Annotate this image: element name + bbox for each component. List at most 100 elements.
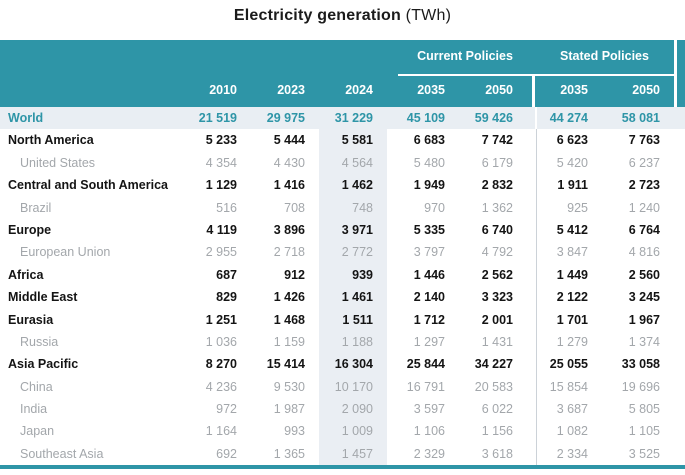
value-cell: 925 — [567, 200, 588, 215]
value-cell: 15 414 — [266, 357, 305, 372]
value-cell: 3 245 — [628, 290, 660, 305]
value-cell: 4 119 — [206, 222, 237, 237]
value-cell: 1 188 — [319, 330, 387, 354]
value-cell: 912 — [284, 267, 305, 282]
value-cell: 1 279 — [556, 334, 588, 349]
table-row: Eurasia 1 251 1 468 1 511 1 712 2 001 1 701 1 9… — [0, 308, 685, 331]
group-separator — [527, 420, 537, 443]
value-cell: 1 036 — [205, 334, 237, 349]
value-cell: 1 251 — [205, 312, 237, 327]
value-cell: 3 896 — [273, 222, 305, 237]
value-cell: 1 457 — [319, 442, 387, 466]
value-cell: 9 530 — [273, 379, 305, 394]
group-separator — [527, 286, 537, 309]
value-cell: 31 229 — [334, 111, 373, 125]
value-cell: 1 129 — [205, 178, 237, 193]
value-cell: 7 763 — [628, 133, 660, 148]
table-row: European Union 2 955 2 718 2 772 3 797 4 792 3… — [0, 241, 685, 264]
value-cell: 34 227 — [474, 357, 513, 372]
value-cell: 2 090 — [319, 398, 387, 421]
value-cell: 1 701 — [556, 312, 588, 327]
group-separator — [527, 107, 537, 130]
value-cell: 6 764 — [628, 222, 660, 237]
trailing-cell — [674, 353, 685, 375]
table-row: Central and South America 1 129 1 416 1 462… — [0, 174, 685, 197]
value-cell: 972 — [216, 402, 237, 417]
table-row: India 972 1 987 2 090 3 597 6 022 3 687 5 805 — [0, 398, 685, 421]
value-cell: 1 082 — [556, 424, 588, 439]
value-cell: 16 791 — [406, 379, 445, 394]
value-cell: 1 362 — [481, 200, 513, 215]
group-underline-current-policies — [398, 74, 532, 76]
trailing-cell — [674, 219, 685, 241]
row-label: Southeast Asia — [20, 446, 104, 461]
table-row: United States 4 354 4 430 4 564 5 480 6 179 5 … — [0, 151, 685, 175]
group-separator — [527, 398, 537, 421]
year-header-row: 2010 2023 2024 2035 2050 2035 2050 — [0, 77, 685, 107]
value-cell: 1 106 — [413, 424, 445, 439]
row-label: Japan — [20, 424, 55, 439]
value-cell: 748 — [319, 196, 387, 219]
value-cell: 2 718 — [273, 245, 305, 260]
group-underline-stated-policies — [535, 74, 674, 76]
value-cell: 829 — [216, 290, 237, 305]
value-cell: 1 462 — [319, 174, 387, 197]
value-cell: 6 237 — [628, 155, 660, 170]
group-separator — [527, 330, 537, 354]
group-separator — [527, 241, 537, 264]
value-cell: 1 374 — [628, 334, 660, 349]
value-cell: 2 560 — [628, 267, 660, 282]
value-cell: 5 805 — [628, 402, 660, 417]
value-cell: 3 971 — [319, 218, 387, 242]
value-cell: 687 — [216, 267, 237, 282]
value-cell: 45 109 — [406, 111, 445, 125]
value-cell: 5 233 — [205, 133, 237, 148]
table-body: World 21 519 29 975 31 229 45 109 59 426 44 27… — [0, 107, 685, 466]
group-separator — [527, 375, 537, 399]
trailing-cell — [674, 264, 685, 286]
value-cell: 1 967 — [628, 312, 660, 327]
value-cell: 4 430 — [273, 155, 305, 170]
group-separator — [527, 196, 537, 219]
group-header-current-policies: Current Policies — [417, 49, 513, 63]
table-row: Japan 1 164 993 1 009 1 106 1 156 1 082 1 105 — [0, 420, 685, 443]
group-separator — [527, 263, 537, 287]
value-cell: 2 772 — [319, 241, 387, 264]
value-cell: 939 — [319, 263, 387, 287]
row-label: Europe — [8, 222, 52, 237]
value-cell: 4 792 — [481, 245, 513, 260]
value-cell: 2 122 — [556, 290, 588, 305]
group-separator — [527, 218, 537, 242]
table-row: Asia Pacific 8 270 15 414 16 304 25 844 34 22… — [0, 353, 685, 376]
value-cell: 6 022 — [481, 402, 513, 417]
value-cell: 1 240 — [628, 200, 660, 215]
value-cell: 3 797 — [413, 245, 445, 260]
value-cell: 44 274 — [549, 111, 588, 125]
value-cell: 16 304 — [319, 353, 387, 376]
table-header: Current Policies Stated Policies 2010 20… — [0, 40, 685, 107]
row-label: Central and South America — [8, 178, 168, 193]
table-row: North America 5 233 5 444 5 581 6 683 7 742 6 … — [0, 129, 685, 152]
table-row: Middle East 829 1 426 1 461 2 140 3 323 2 122 3… — [0, 286, 685, 309]
col-header-2035-current: 2035 — [417, 83, 445, 97]
value-cell: 25 844 — [406, 357, 445, 372]
group-separator — [527, 353, 537, 376]
trailing-cell — [674, 309, 685, 331]
row-label: North America — [8, 133, 94, 148]
group-separator — [527, 151, 537, 175]
value-cell: 6 683 — [413, 133, 445, 148]
value-cell: 2 001 — [481, 312, 513, 327]
value-cell: 2 955 — [205, 245, 237, 260]
value-cell: 1 164 — [205, 424, 237, 439]
value-cell: 1 449 — [556, 267, 588, 282]
group-separator — [527, 174, 537, 197]
row-label: Brazil — [20, 200, 52, 215]
value-cell: 2 140 — [413, 290, 445, 305]
value-cell: 21 519 — [198, 111, 237, 125]
value-cell: 59 426 — [474, 111, 513, 125]
electricity-generation-table: Current Policies Stated Policies 2010 20… — [0, 40, 685, 470]
group-separator — [527, 308, 537, 331]
header-group-divider — [532, 74, 535, 107]
title-unit: (TWh) — [405, 7, 452, 24]
